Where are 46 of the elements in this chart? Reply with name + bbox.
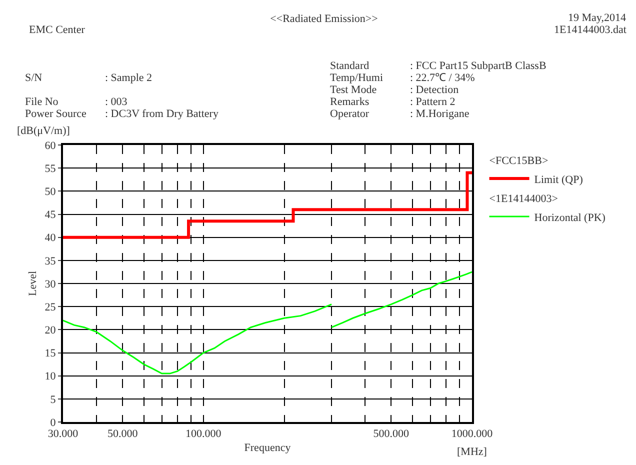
text: <FCC15BB>: [489, 154, 548, 167]
text: Remarks: [330, 96, 370, 108]
x-tick-label: 1000.000: [451, 428, 494, 440]
text: EMC Center: [29, 24, 86, 36]
y-tick-label: 40: [44, 232, 56, 244]
text: [dB(μV/m)]: [17, 125, 70, 137]
x-axis-title: Frequency: [244, 442, 292, 454]
y-tick-label: 20: [44, 324, 56, 337]
text: 19 May,2014: [568, 12, 626, 24]
y-tick-label: 45: [44, 209, 56, 222]
chart-title: <<Radiated Emission>>: [270, 12, 378, 25]
text: : M.Horigane: [410, 108, 470, 120]
legend-label: Limit (QP): [534, 174, 584, 186]
y-tick-label: 5: [50, 394, 56, 406]
legend-label: Horizontal (PK): [534, 212, 606, 224]
y-tick-label: 55: [44, 162, 56, 175]
y-axis-title: Level: [26, 270, 39, 296]
x-tick-label: 30.000: [48, 428, 79, 440]
text: Temp/Humi: [330, 72, 384, 84]
text: Power Source: [25, 108, 87, 120]
y-tick-label: 0: [50, 416, 56, 429]
y-tick-label: 30: [44, 278, 56, 290]
text: : Pattern 2: [410, 96, 456, 108]
y-tick-label: 35: [44, 255, 56, 268]
y-tick-label: 50: [44, 186, 56, 198]
x-tick-label: 500.000: [373, 428, 410, 440]
text: : DC3V from Dry Battery: [105, 108, 219, 120]
y-tick-label: 10: [44, 370, 56, 383]
text: : Detection: [410, 84, 460, 96]
y-tick-label: 25: [44, 301, 56, 314]
text: 1E14144003.dat: [554, 24, 626, 36]
text: <1E14144003>: [489, 192, 558, 205]
x-tick-label: 100.000: [186, 428, 222, 440]
text: : FCC Part15 SubpartB ClassB: [410, 60, 546, 72]
x-tick-label: 50.000: [107, 428, 138, 440]
text: Operator: [330, 108, 370, 120]
text: S/N: [25, 72, 42, 84]
text: File No: [25, 96, 59, 108]
y-tick-label: 60: [44, 140, 56, 152]
y-tick-label: 15: [44, 348, 56, 360]
text: Test Mode: [330, 84, 377, 96]
text: : Sample 2: [105, 72, 152, 84]
text: : 003: [105, 96, 128, 108]
text: [MHz]: [457, 446, 487, 458]
text: Standard: [330, 60, 370, 72]
text: : 22.7℃ / 34%: [410, 72, 475, 84]
